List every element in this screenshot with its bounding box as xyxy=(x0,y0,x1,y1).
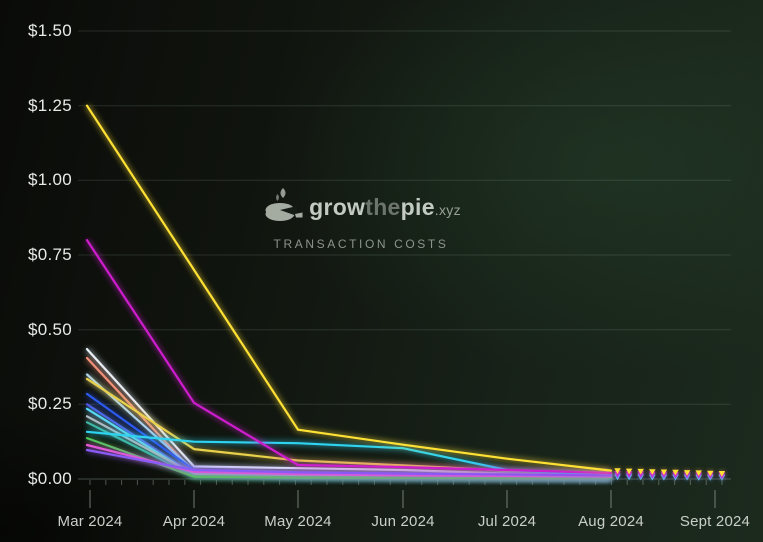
x-tick-label: Mar 2024 xyxy=(57,513,123,530)
x-tick-label: Jun 2024 xyxy=(371,513,435,530)
y-tick-label: $1.25 xyxy=(27,95,72,115)
x-tick-label: Aug 2024 xyxy=(578,513,644,530)
y-tick-label: $0.25 xyxy=(27,394,72,414)
x-tick-label: May 2024 xyxy=(264,513,332,530)
x-tick-label: Sept 2024 xyxy=(679,513,751,530)
y-tick-label: $1.00 xyxy=(27,170,72,190)
y-axis-labels: $1.50 $1.25 $1.00 $0.75 $0.50 $0.25 $0.00 xyxy=(0,0,74,542)
x-tick-label: Apr 2024 xyxy=(162,513,226,530)
y-tick-label: $1.50 xyxy=(27,21,72,40)
x-tick-label: Jul 2024 xyxy=(477,513,537,530)
y-tick-label: $0.00 xyxy=(27,469,72,488)
y-tick-label: $0.50 xyxy=(27,319,72,339)
y-tick-label: $0.75 xyxy=(27,245,72,264)
